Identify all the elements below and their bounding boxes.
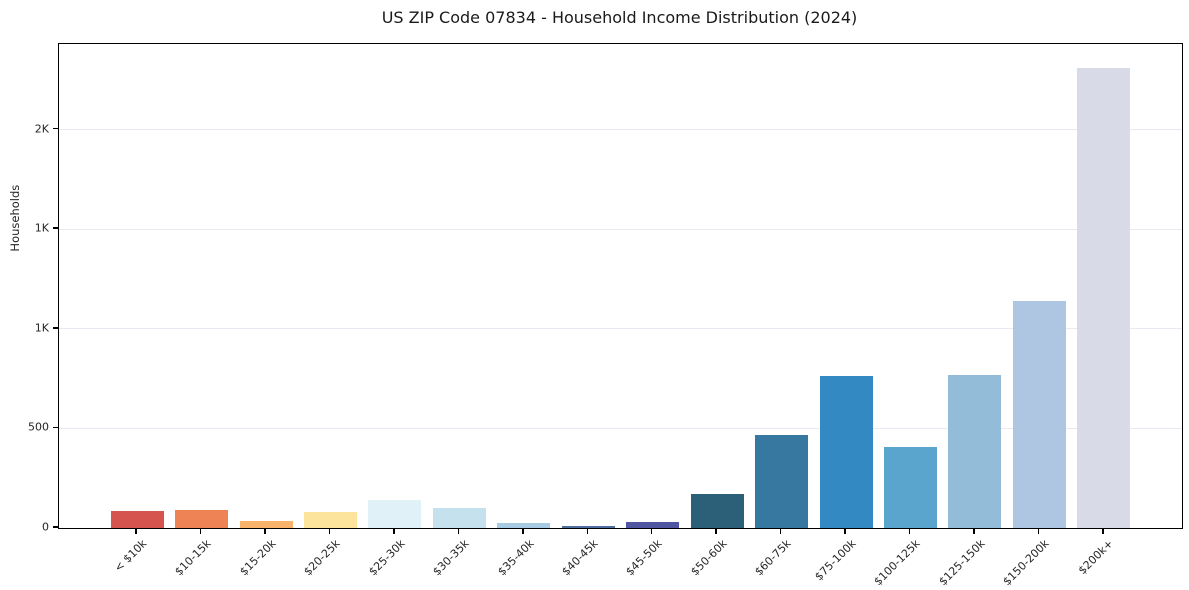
y-tick-mark-4 (53, 127, 58, 130)
gridline-1500 (59, 228, 1182, 230)
bar-$60-75k (755, 435, 809, 528)
x-tick-label-0: < $10k (111, 537, 150, 575)
bar-$15-20k (239, 521, 293, 528)
y-axis-label: Households (8, 184, 22, 252)
x-tick-mark-4 (393, 528, 395, 534)
bar-$10-15k (175, 509, 229, 528)
y-tick-label-1: 500 (28, 420, 49, 434)
x-tick-label-2: $15-20k (237, 537, 279, 579)
chart-title: US ZIP Code 07834 - Household Income Dis… (381, 8, 858, 27)
bar-$35-40k (497, 523, 551, 528)
bar-$200k+ (1077, 67, 1131, 528)
bar-$75-100k (819, 376, 873, 528)
bar-$25-30k (368, 500, 422, 528)
y-tick-mark-3 (53, 227, 58, 229)
x-tick-mark-15 (1102, 528, 1104, 534)
x-tick-mark-2 (264, 528, 266, 534)
bar-$50-60k (690, 494, 744, 528)
x-tick-label-15: $200k+ (1075, 537, 1116, 578)
x-tick-mark-11 (844, 528, 846, 534)
y-tick-label-4: 2K (34, 122, 49, 136)
bar-$100-125k (883, 446, 937, 528)
x-tick-mark-7 (586, 528, 589, 534)
x-tick-mark-12 (908, 528, 911, 534)
x-tick-mark-10 (779, 528, 782, 534)
gridline-2000 (59, 129, 1182, 131)
x-tick-mark-9 (715, 528, 717, 534)
x-tick-label-11: $75-100k (812, 537, 859, 584)
x-tick-label-5: $30-35k (430, 537, 472, 579)
y-tick-mark-2 (53, 327, 58, 329)
x-tick-label-14: $150-200k (1000, 537, 1052, 589)
bar-$45-50k (626, 521, 680, 528)
x-tick-label-1: $10-15k (172, 537, 214, 579)
x-tick-mark-13 (973, 528, 975, 534)
bar-$20-25k (304, 512, 358, 528)
x-tick-label-12: $100-125k (871, 537, 923, 589)
x-tick-mark-14 (1037, 528, 1040, 534)
bar-$125-150k (948, 375, 1002, 528)
y-tick-mark-1 (53, 426, 58, 429)
y-tick-label-0: 0 (42, 520, 49, 534)
x-tick-mark-6 (522, 528, 524, 534)
x-tick-label-8: $45-50k (623, 537, 665, 579)
bar-$40-45k (561, 525, 615, 528)
plot-area (58, 43, 1183, 529)
y-tick-label-2: 1K (34, 321, 49, 335)
x-tick-label-13: $125-150k (935, 537, 988, 589)
bar-< $10k (110, 511, 164, 528)
bar-$30-35k (432, 508, 486, 528)
x-tick-label-3: $20-25k (301, 537, 343, 579)
y-tick-mark-0 (53, 526, 58, 528)
gridline-500 (59, 427, 1182, 429)
x-tick-label-4: $25-30k (365, 537, 408, 579)
x-tick-mark-5 (457, 528, 460, 534)
x-tick-mark-3 (328, 528, 331, 534)
x-tick-label-7: $40-45k (559, 537, 601, 579)
gridline-1000 (59, 328, 1182, 330)
bar-$150-200k (1012, 300, 1066, 528)
x-tick-mark-0 (135, 528, 137, 534)
x-tick-mark-8 (650, 528, 653, 534)
x-tick-label-6: $35-40k (494, 537, 537, 579)
x-tick-label-10: $60-75k (752, 537, 794, 579)
x-tick-mark-1 (199, 528, 202, 534)
y-tick-label-3: 1K (34, 221, 49, 235)
x-tick-label-9: $50-60k (688, 537, 730, 579)
